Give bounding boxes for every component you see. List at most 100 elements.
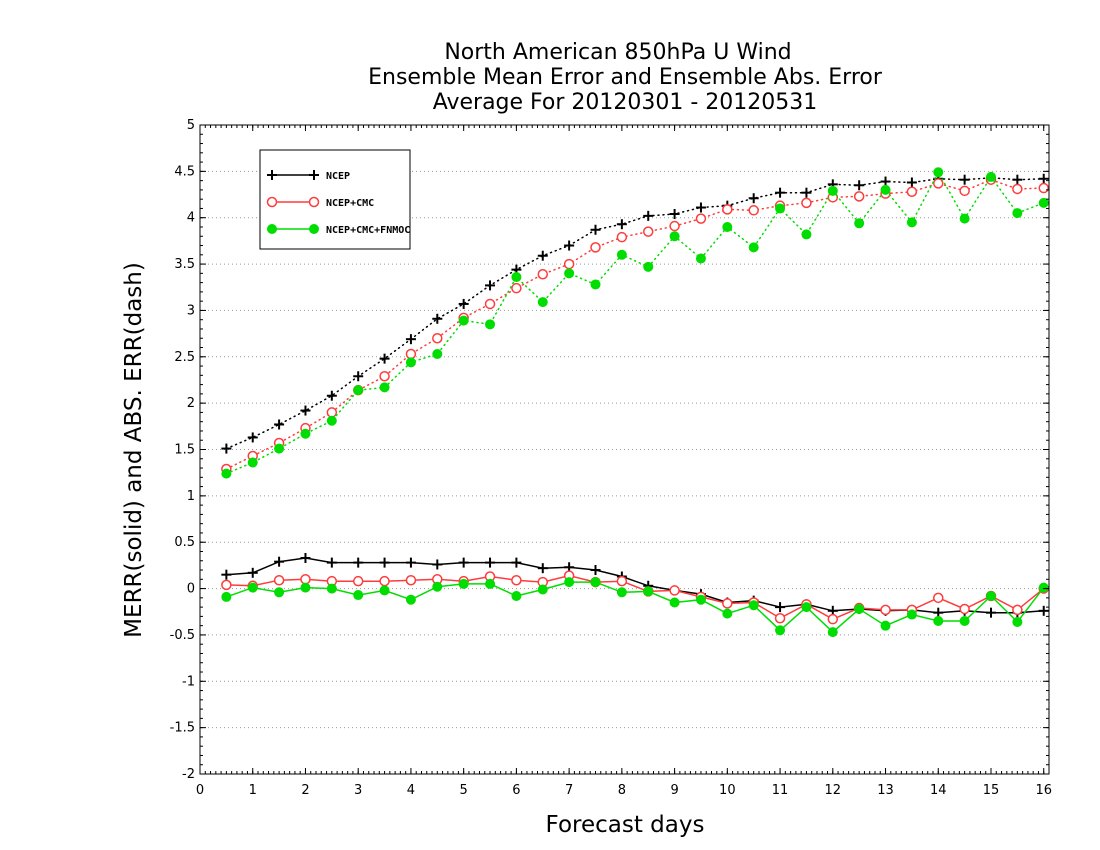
mean-error-point [247, 582, 258, 593]
abs-error-point [485, 319, 496, 330]
abs-error-point [379, 353, 390, 364]
abs-error-point [775, 203, 786, 214]
abs-error-point [485, 280, 496, 291]
mean-error-point [326, 583, 337, 594]
legend-marker-left [266, 196, 278, 208]
mean-error-point [775, 602, 786, 613]
mean-error-point [537, 584, 548, 595]
abs-error-point [300, 428, 311, 439]
mean-error-point [300, 552, 311, 563]
abs-error-point [906, 177, 917, 188]
abs-error-line [225, 170, 1045, 475]
mean-error-point [274, 587, 285, 598]
abs-error-point [221, 443, 232, 454]
abs-error-point [300, 405, 311, 416]
mean-error-point [827, 627, 838, 638]
mean-error-point [1038, 605, 1049, 616]
abs-error-point [274, 443, 285, 454]
mean-error-point [722, 608, 733, 619]
mean-error-point [326, 557, 337, 568]
x-tick-label: 12 [825, 783, 842, 798]
abs-error-point [748, 193, 759, 204]
x-tick-label: 7 [565, 783, 573, 798]
abs-error-line [225, 177, 1045, 450]
abs-error-point [853, 191, 865, 202]
mean-error-point [432, 559, 443, 570]
mean-error-point [352, 575, 364, 587]
legend-box [259, 149, 411, 250]
abs-error-point [511, 282, 522, 294]
x-tick-label: 16 [1035, 783, 1052, 798]
chart-title: North American 850hPa U Wind Ensemble Me… [368, 40, 883, 115]
abs-error-point [1012, 183, 1023, 195]
abs-error-point [801, 229, 812, 240]
abs-error-point [590, 242, 601, 253]
mean-error-point [458, 557, 469, 568]
x-tick-label: 14 [930, 783, 947, 798]
abs-error-point [642, 226, 654, 237]
title-line-2: Ensemble Mean Error and Ensemble Abs. Er… [368, 65, 883, 90]
abs-error-point [405, 357, 416, 368]
mean-error-point [511, 557, 522, 568]
x-tick-label: 8 [618, 783, 626, 798]
mean-error-point [511, 574, 522, 586]
abs-error-point [432, 349, 443, 360]
abs-error-point [695, 213, 707, 224]
abs-error-point [801, 187, 812, 198]
abs-error-point [590, 224, 601, 235]
legend-marker-right [309, 224, 319, 234]
abs-error-point [379, 371, 390, 382]
mean-error-point [775, 625, 786, 636]
abs-error-point [326, 390, 337, 401]
mean-error-point [722, 598, 733, 609]
mean-error-line [226, 574, 1045, 621]
mean-error-point [669, 585, 680, 596]
mean-error-point [353, 590, 364, 601]
mean-error-point [801, 602, 812, 613]
abs-error-point [1012, 174, 1023, 185]
y-tick-label: 5 [187, 118, 195, 133]
legend-marker-right [308, 196, 320, 208]
legend-label: NCEP+CMC+FNMOC [326, 225, 410, 236]
mean-error-point [959, 616, 970, 627]
mean-error-point [300, 582, 311, 593]
abs-error-point [933, 167, 944, 178]
x-tick-label: 0 [196, 783, 204, 798]
title-line-3: Average For 20120301 - 20120531 [433, 90, 818, 115]
abs-error-point [669, 209, 680, 220]
mean-error-point [379, 585, 390, 596]
y-tick-label: 0 [187, 582, 195, 597]
mean-error-point [933, 607, 944, 618]
abs-error-point [959, 174, 970, 185]
abs-error-point [432, 313, 443, 324]
y-tick-label: 0.5 [174, 535, 195, 550]
mean-error-point [405, 574, 417, 586]
abs-error-point [484, 298, 496, 310]
mean-error-point [590, 577, 601, 588]
mean-error-point [405, 557, 416, 568]
abs-error-point [669, 231, 680, 242]
mean-error-point [933, 592, 944, 604]
series-layer [221, 167, 1049, 638]
mean-error-point [432, 581, 443, 592]
y-tick-label: -1 [182, 674, 195, 689]
mean-error-point [274, 556, 285, 567]
x-tick-label: 2 [301, 783, 309, 798]
abs-error-point [933, 178, 944, 189]
mean-error-point [1012, 616, 1023, 627]
abs-error-point [537, 297, 548, 308]
mean-error-point [511, 590, 522, 601]
abs-error-point [722, 221, 733, 232]
mean-error-point [485, 557, 496, 568]
abs-error-point [827, 185, 838, 196]
legend-label: NCEP [326, 171, 350, 182]
legend-marker-left [267, 170, 277, 180]
mean-error-point [748, 600, 759, 611]
mean-error-point [353, 557, 364, 568]
y-tick-label: 3.5 [174, 257, 195, 272]
series-ncep-cmc-fnmoc [221, 167, 1049, 638]
mean-error-point [880, 604, 891, 616]
mean-error-point [933, 616, 944, 627]
abs-error-point [906, 186, 918, 198]
mean-error-point [458, 578, 469, 589]
